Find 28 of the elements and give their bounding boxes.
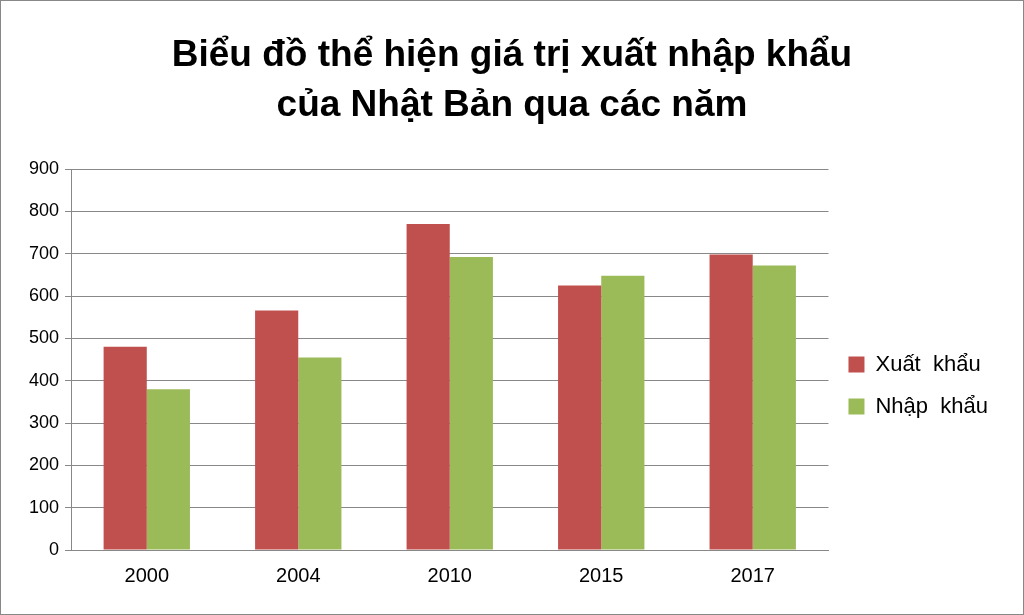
bar — [146, 389, 190, 550]
y-tick-label: 100 — [28, 496, 60, 517]
y-tick-label: 200 — [28, 454, 60, 475]
y-tick-label: 900 — [28, 157, 60, 178]
x-tick-label: 2004 — [276, 563, 321, 586]
x-tick-label: 2017 — [730, 563, 775, 586]
bar — [601, 275, 645, 550]
y-tick-label: 500 — [28, 327, 60, 348]
y-tick-label: 400 — [28, 369, 60, 390]
x-tick-label: 2015 — [578, 563, 624, 586]
legend-label: Xuất khẩu — [875, 350, 981, 376]
x-tick-label: 2000 — [124, 563, 170, 586]
bar — [558, 285, 602, 550]
bar — [103, 346, 147, 550]
legend-label: Nhập khẩu — [875, 392, 989, 418]
bar — [406, 224, 450, 550]
y-tick-label: 600 — [28, 284, 60, 305]
x-tick-label: 2010 — [427, 563, 472, 586]
bar — [709, 254, 753, 550]
y-tick-label: 300 — [28, 411, 60, 432]
y-tick-label: 800 — [28, 200, 60, 221]
bar — [449, 257, 493, 550]
bar — [298, 357, 342, 550]
y-tick-label: 700 — [28, 242, 60, 263]
chart-title: Biểu đồ thể hiện giá trị xuất nhập khẩu của Nhật Bản qua các năm — [170, 32, 854, 126]
bar — [752, 265, 796, 550]
y-tick-label: 0 — [49, 538, 60, 559]
bar — [255, 310, 299, 550]
